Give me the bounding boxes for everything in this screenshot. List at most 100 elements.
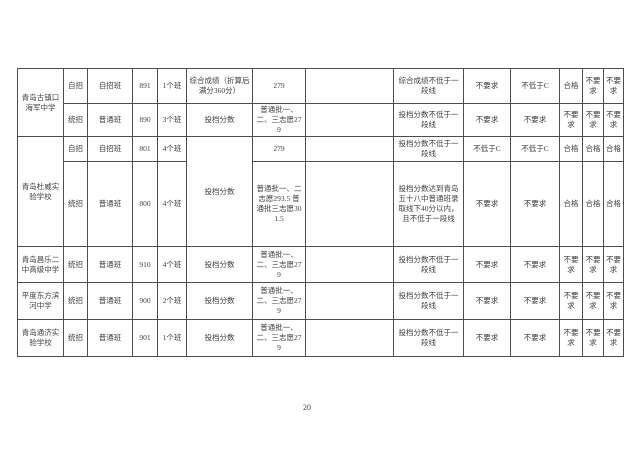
score-cell: 普通批一、二、三志愿279 (252, 103, 306, 137)
grade-req-cell: 不要求 (559, 246, 583, 283)
score-cell: 普通批一、二、三志愿279 (252, 282, 306, 320)
empty-cell (305, 136, 394, 162)
grade-req-cell: 不要求 (510, 161, 560, 247)
class-type-cell: 普通班 (87, 103, 133, 137)
class-count-cell: 1个班 (157, 319, 187, 357)
class-count-cell: 4个班 (157, 161, 187, 247)
school-code-cell: 901 (132, 319, 158, 357)
grade-req-cell: 合格 (603, 136, 624, 162)
empty-cell (305, 319, 394, 357)
grade-req-cell: 不要求 (603, 103, 624, 137)
score-label-cell: 投档分数 (186, 103, 253, 137)
grade-req-cell: 不要求 (510, 319, 560, 357)
grade-req-cell: 不要求 (603, 282, 624, 320)
grade-req-cell: 合格 (582, 161, 604, 247)
grade-req-cell: 不要求 (463, 68, 511, 104)
table-row: 统招 普通班 800 4个班 普通批一、二志愿293.5 普通批三志愿301.5… (18, 161, 624, 247)
school-code-cell: 801 (132, 136, 158, 162)
table-row: 统招 普通班 890 3个班 投档分数 普通批一、二、三志愿279 投档分数不低… (18, 103, 624, 137)
grade-req-cell: 不要求 (559, 103, 583, 137)
requirement-cell: 投档分数不低于一段线 (393, 103, 464, 137)
empty-cell (305, 103, 394, 137)
school-code-cell: 891 (132, 68, 158, 104)
table-row: 青岛古镇口海军中学 自招 自招班 891 1个班 综合成绩（折算后满分360分）… (17, 68, 624, 137)
score-cell: 普通批一、二志愿293.5 普通批三志愿301.5 (252, 161, 306, 247)
grade-req-cell: 不低于C (510, 68, 560, 104)
grade-req-cell: 不要求 (582, 282, 604, 320)
class-type-cell: 普通班 (87, 319, 133, 357)
requirement-cell: 综合成绩不低于一段线 (393, 68, 464, 104)
grade-req-cell: 合格 (559, 68, 583, 104)
table-row: 青岛昌乐二中高级中学 统招 普通班 910 4个班 投档分数 普通批一、二、三志… (17, 246, 624, 283)
grade-req-cell: 不要求 (559, 282, 583, 320)
grade-req-cell: 合格 (559, 136, 583, 162)
admission-type-cell: 统招 (63, 319, 88, 357)
admission-type-cell: 统招 (63, 161, 88, 247)
school-name-cell: 青岛通济实验学校 (17, 319, 64, 357)
grade-req-cell: 不要求 (463, 161, 511, 247)
class-type-cell: 普通班 (87, 246, 133, 283)
grade-req-cell: 不要求 (603, 319, 624, 357)
score-cell: 普通批一、二、三志愿279 (252, 246, 306, 283)
class-type-cell: 普通班 (87, 161, 133, 247)
admission-type-cell: 统招 (63, 103, 88, 137)
grade-req-cell: 不要求 (582, 103, 604, 137)
requirement-cell: 投档分数不低于一段线 (393, 136, 464, 162)
school-name-cell: 青岛昌乐二中高级中学 (17, 246, 64, 283)
school-name-cell: 青岛杜威实验学校 (17, 136, 64, 247)
grade-req-cell: 合格 (559, 161, 583, 247)
page-number: 20 (303, 403, 311, 412)
class-count-cell: 3个班 (157, 103, 187, 137)
school-name-cell: 平度东方滨河中学 (17, 282, 64, 320)
empty-cell (305, 282, 394, 320)
grade-req-cell: 不要求 (582, 246, 604, 283)
requirement-cell: 投档分数不低于一段线 (393, 319, 464, 357)
admission-type-cell: 自招 (63, 136, 88, 162)
grade-req-cell: 合格 (582, 136, 604, 162)
score-label-cell: 综合成绩（折算后满分360分） (186, 68, 253, 104)
grade-req-cell: 不要求 (463, 246, 511, 283)
grade-req-cell: 不要求 (510, 246, 560, 283)
class-count-cell: 4个班 (157, 136, 187, 162)
grade-req-cell: 不要求 (463, 103, 511, 137)
grade-req-cell: 不要求 (510, 282, 560, 320)
grade-req-cell: 不要求 (510, 103, 560, 137)
grade-req-cell: 合格 (603, 161, 624, 247)
score-label-cell: 投档分数 (186, 246, 253, 283)
empty-cell (305, 161, 394, 247)
requirement-cell: 投档分数不低于一段线 (393, 246, 464, 283)
table-row: 青岛通济实验学校 统招 普通班 901 1个班 投档分数 普通批一、二、三志愿2… (17, 319, 624, 357)
score-cell: 279 (252, 136, 306, 162)
score-label-cell: 投档分数 (186, 136, 253, 247)
score-cell: 普通批一、二、三志愿279 (252, 319, 306, 357)
admission-table: 青岛古镇口海军中学 自招 自招班 891 1个班 综合成绩（折算后满分360分）… (17, 68, 624, 357)
school-code-cell: 890 (132, 103, 158, 137)
grade-req-cell: 不要求 (463, 319, 511, 357)
admission-type-cell: 自招 (63, 68, 88, 104)
score-label-cell: 投档分数 (186, 319, 253, 357)
requirement-cell: 投档分数达到青岛五十八中普通班录取线下40分以内，且不低于一段线 (393, 161, 464, 247)
class-count-cell: 1个班 (157, 68, 187, 104)
admission-type-cell: 统招 (63, 282, 88, 320)
grade-req-cell: 不要求 (603, 246, 624, 283)
grade-req-cell: 不要求 (603, 68, 624, 104)
grade-req-cell: 不要求 (559, 319, 583, 357)
class-type-cell: 自招班 (87, 136, 133, 162)
school-code-cell: 910 (132, 246, 158, 283)
grade-req-cell: 不要求 (582, 68, 604, 104)
school-name-cell: 青岛古镇口海军中学 (17, 68, 64, 137)
school-code-cell: 900 (132, 282, 158, 320)
score-cell: 279 (252, 68, 306, 104)
grade-req-cell: 不要求 (463, 282, 511, 320)
table-row: 平度东方滨河中学 统招 普通班 900 2个班 投档分数 普通批一、二、三志愿2… (17, 282, 624, 320)
requirement-cell: 投档分数不低于一段线 (393, 282, 464, 320)
grade-req-cell: 不低于C (463, 136, 511, 162)
class-count-cell: 2个班 (157, 282, 187, 320)
empty-cell (305, 246, 394, 283)
class-type-cell: 普通班 (87, 282, 133, 320)
class-type-cell: 自招班 (87, 68, 133, 104)
table-row: 青岛杜威实验学校 自招 自招班 801 4个班 投档分数 279 投档分数不低于… (17, 136, 624, 247)
score-label-cell: 投档分数 (186, 282, 253, 320)
school-code-cell: 800 (132, 161, 158, 247)
